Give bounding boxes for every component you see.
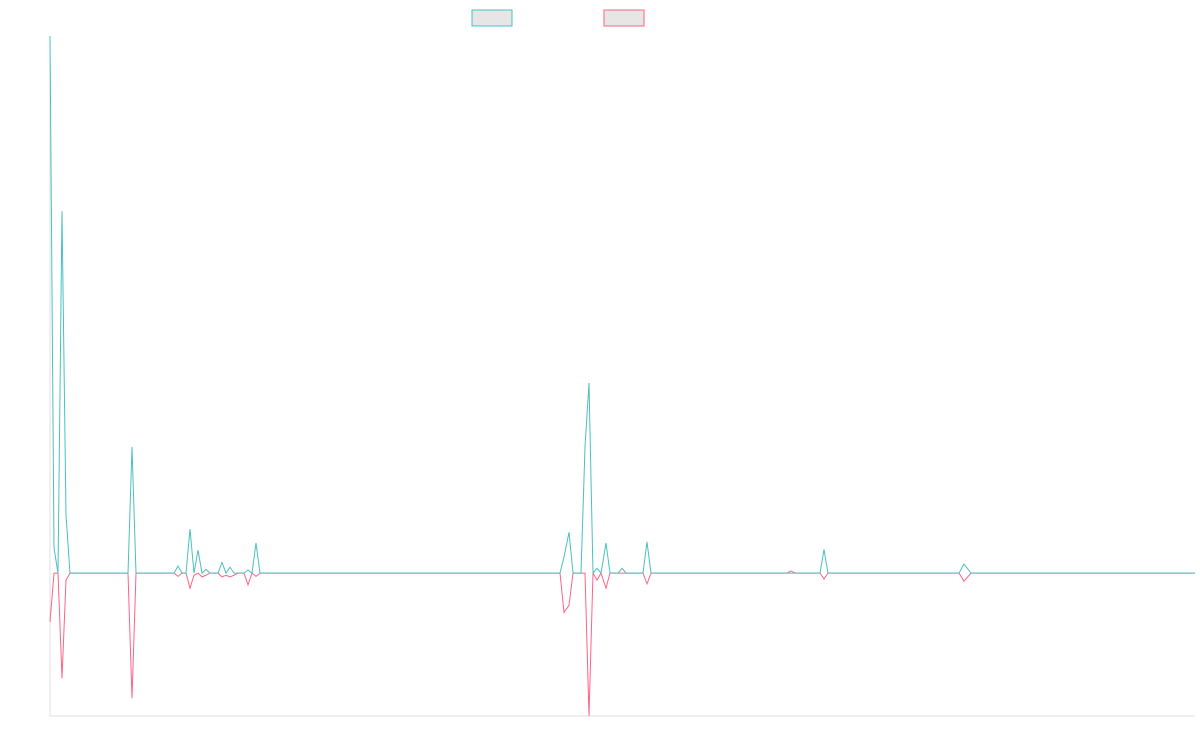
- legend-swatch[interactable]: [603, 9, 645, 27]
- series-line: [49, 35, 1195, 575]
- legend-swatch[interactable]: [471, 9, 513, 27]
- series-line: [49, 570, 1195, 717]
